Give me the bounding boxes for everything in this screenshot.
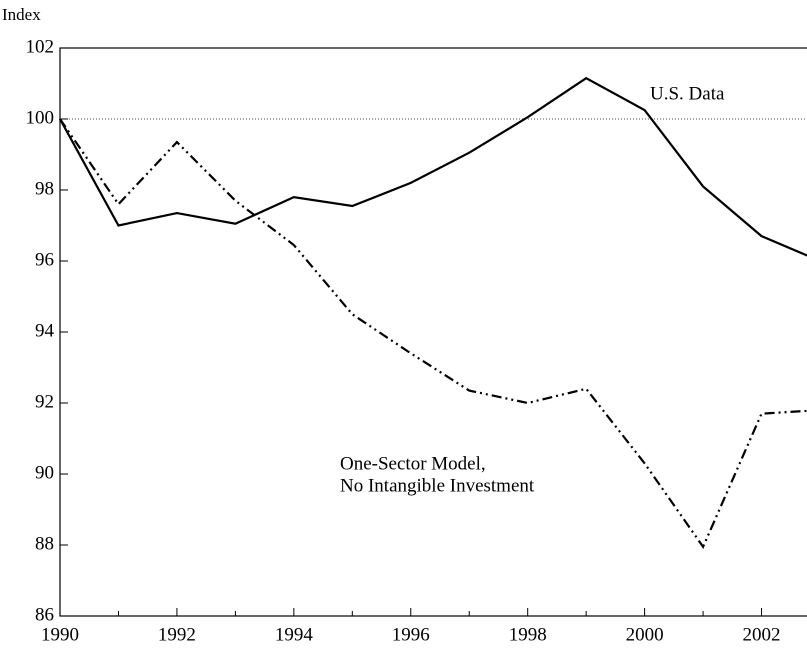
plot-frame (59, 47, 807, 617)
y-tick-label: 88 (35, 533, 54, 554)
y-tick-label: 94 (35, 320, 55, 341)
x-tick-label: 1994 (275, 624, 314, 645)
y-tick-label: 98 (35, 178, 54, 199)
series-label: U.S. Data (650, 83, 725, 104)
y-tick-label: 96 (35, 249, 54, 270)
x-tick-label: 2000 (626, 624, 664, 645)
x-tick-label: 1998 (509, 624, 547, 645)
y-tick-label: 92 (35, 391, 54, 412)
y-tick-label: 100 (26, 107, 55, 128)
x-tick-label: 1990 (41, 624, 79, 645)
series-label: No Intangible Investment (340, 475, 535, 496)
x-tick-label: 1992 (158, 624, 196, 645)
x-tick-label: 2002 (743, 624, 781, 645)
series-line (59, 76, 807, 257)
y-axis-label: Index (2, 5, 41, 24)
y-tick-label: 90 (35, 462, 54, 483)
series-line (59, 118, 807, 550)
y-tick-label: 86 (35, 604, 54, 625)
x-tick-label: 1996 (392, 624, 430, 645)
series-label: One-Sector Model, (340, 453, 486, 474)
y-tick-label: 102 (26, 36, 55, 57)
